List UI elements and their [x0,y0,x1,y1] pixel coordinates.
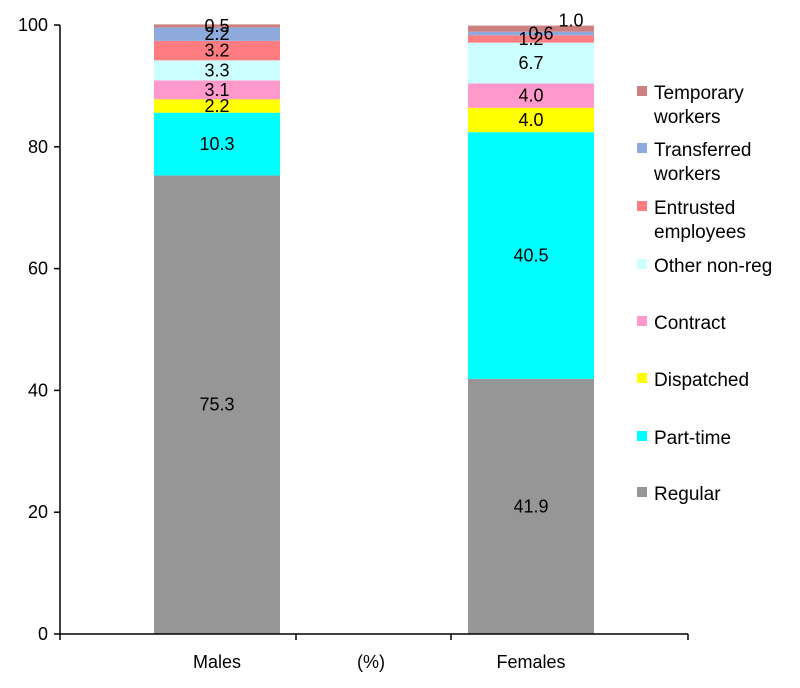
bar-segment [468,42,594,84]
legend-swatch [637,487,647,497]
data-label: 6.7 [518,53,543,73]
x-tick-label: Females [496,652,565,672]
y-tick-label: 0 [38,624,48,644]
bar-segment [154,40,280,61]
bar-segment [154,60,280,81]
legend-swatch [637,201,647,211]
legend-swatch [637,316,647,326]
bar-segment [154,24,280,28]
legend-label: Contract [654,313,727,334]
data-label: 2.2 [204,96,229,116]
data-label: 4.0 [518,110,543,130]
data-label: 0.6 [528,24,553,44]
legend-swatch [637,143,647,153]
legend-label: employees [654,222,746,243]
bar-segment [468,25,594,32]
bar-segment [154,112,280,176]
axes-layer: 0 20 40 60 80 100 Males (%) Females [18,15,689,672]
data-label: 3.1 [204,80,229,100]
legend-swatch [637,373,647,383]
data-label: 4.0 [518,86,543,106]
bar-segment [154,99,280,113]
legend-label: Temporary [654,83,744,104]
legend-swatch [637,259,647,269]
legend-swatch [637,86,647,96]
bar-layer [154,24,594,634]
legend-label: Part-time [654,428,731,449]
legend-label: Other non-reg [654,256,772,277]
data-label: 3.3 [204,60,229,80]
legend-swatch [637,431,647,441]
bar-segment [468,132,594,379]
data-label: 3.2 [204,41,229,61]
bar-segment [154,175,280,634]
bar-segment [154,80,280,100]
data-label: 40.5 [513,246,548,266]
legend-label: workers [653,164,721,185]
data-label-layer: 75.310.32.23.13.33.22.20.541.940.54.04.0… [199,11,583,517]
bar-segment [468,378,594,634]
y-tick-label: 20 [28,502,48,522]
legend-label: Regular [654,484,721,505]
bar-segment [468,31,594,36]
data-label: 41.9 [513,496,548,516]
bar-segment [468,35,594,43]
data-label: 1.0 [558,11,583,31]
bar-segment [154,27,280,41]
x-tick-label: (%) [357,652,385,672]
legend-label: Dispatched [654,370,749,391]
legend-label: Entrusted [654,198,735,219]
data-label: 2.2 [204,24,229,44]
data-label: 1.2 [518,29,543,49]
legend-label: workers [653,107,721,128]
data-label: 75.3 [199,395,234,415]
data-label: 10.3 [199,134,234,154]
y-tick-label: 100 [18,15,48,35]
data-label: 0.5 [204,16,229,36]
y-tick-label: 80 [28,137,48,157]
bar-segment [468,83,594,108]
x-tick-label: Males [193,652,241,672]
legend-label: Transferred [654,140,752,161]
legend: Temporary workers Transferred workers Entrus… [637,83,772,505]
bar-segment [468,107,594,133]
y-tick-label: 60 [28,259,48,279]
y-tick-label: 40 [28,380,48,400]
